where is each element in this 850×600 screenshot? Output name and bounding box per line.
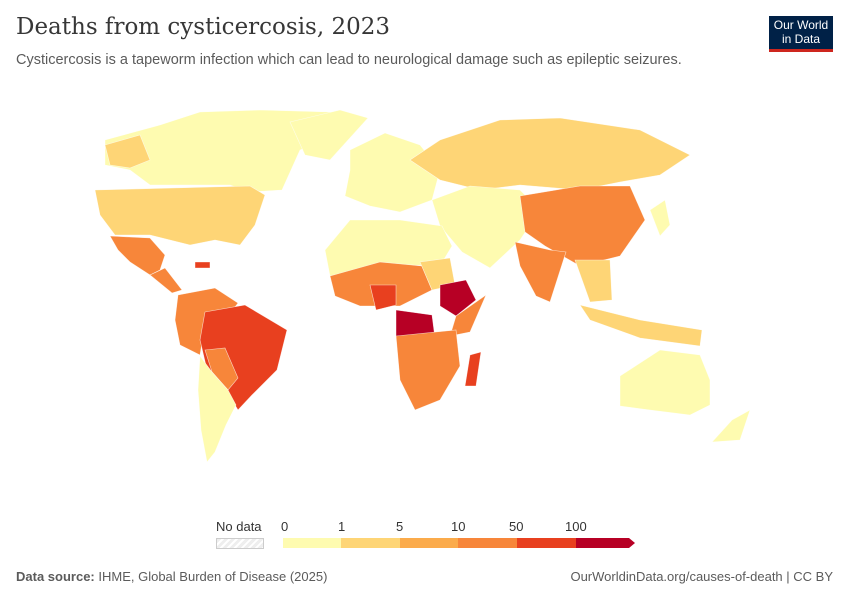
region-japan[interactable]	[649, 199, 671, 237]
region-central-america[interactable]	[149, 267, 183, 294]
legend-bin-50-100	[517, 538, 576, 548]
legend-bin-1-5	[341, 538, 400, 548]
region-indonesia[interactable]	[579, 304, 703, 347]
region-nigeria[interactable]	[369, 284, 397, 311]
legend-tick-50: 50	[509, 519, 524, 534]
legend-tick-1: 1	[338, 519, 346, 534]
region-ethiopia[interactable]	[439, 279, 477, 317]
region-india[interactable]	[514, 241, 567, 303]
legend-tick-10: 10	[451, 519, 466, 534]
region-australia[interactable]	[619, 349, 711, 416]
region-bolivia-paraguay[interactable]	[204, 347, 239, 391]
legend-tick-5: 5	[396, 519, 404, 534]
legend-bin-0-1	[283, 538, 341, 548]
footer-link[interactable]: OurWorldinData.org/causes-of-death | CC …	[570, 569, 833, 584]
region-usa[interactable]	[94, 185, 266, 246]
region-west-africa[interactable]	[329, 261, 433, 307]
region-east-africa[interactable]	[449, 294, 487, 337]
legend-bin-5-10	[400, 538, 458, 548]
legend-no-data-label: No data	[216, 519, 262, 534]
region-europe[interactable]	[344, 132, 441, 213]
region-russia[interactable]	[409, 117, 691, 191]
legend-no-data-swatch	[216, 538, 264, 549]
region-canada[interactable]	[104, 109, 341, 193]
world-map[interactable]	[0, 100, 850, 500]
region-caribbean[interactable]	[194, 261, 211, 269]
region-southern-africa[interactable]	[395, 329, 461, 411]
legend-tick-100: 100	[565, 519, 587, 534]
legend-tick-0: 0	[281, 519, 289, 534]
data-source: Data source: IHME, Global Burden of Dise…	[16, 569, 327, 584]
region-china[interactable]	[519, 185, 646, 267]
legend-bin-100-plus	[576, 538, 629, 548]
region-mexico[interactable]	[109, 235, 166, 276]
region-southeast-asia[interactable]	[574, 259, 613, 303]
region-new-zealand[interactable]	[711, 409, 751, 443]
data-source-text: IHME, Global Burden of Disease (2025)	[98, 569, 328, 584]
subtitle: Cysticercosis is a tapeworm infection wh…	[16, 52, 682, 68]
region-madagascar[interactable]	[464, 351, 482, 387]
legend: No data 0 1 5 10 50 100	[0, 515, 850, 555]
legend-arrow-icon	[629, 538, 635, 548]
region-alaska[interactable]	[104, 134, 151, 169]
region-greenland[interactable]	[289, 109, 369, 161]
legend-bin-10-50	[458, 538, 517, 548]
page-title: Deaths from cysticercosis, 2023	[16, 14, 391, 40]
owid-logo[interactable]: Our World in Data	[769, 16, 833, 52]
region-middle-east-central-asia[interactable]	[431, 185, 541, 269]
data-source-label: Data source:	[16, 569, 95, 584]
region-southern-cone[interactable]	[197, 355, 237, 463]
